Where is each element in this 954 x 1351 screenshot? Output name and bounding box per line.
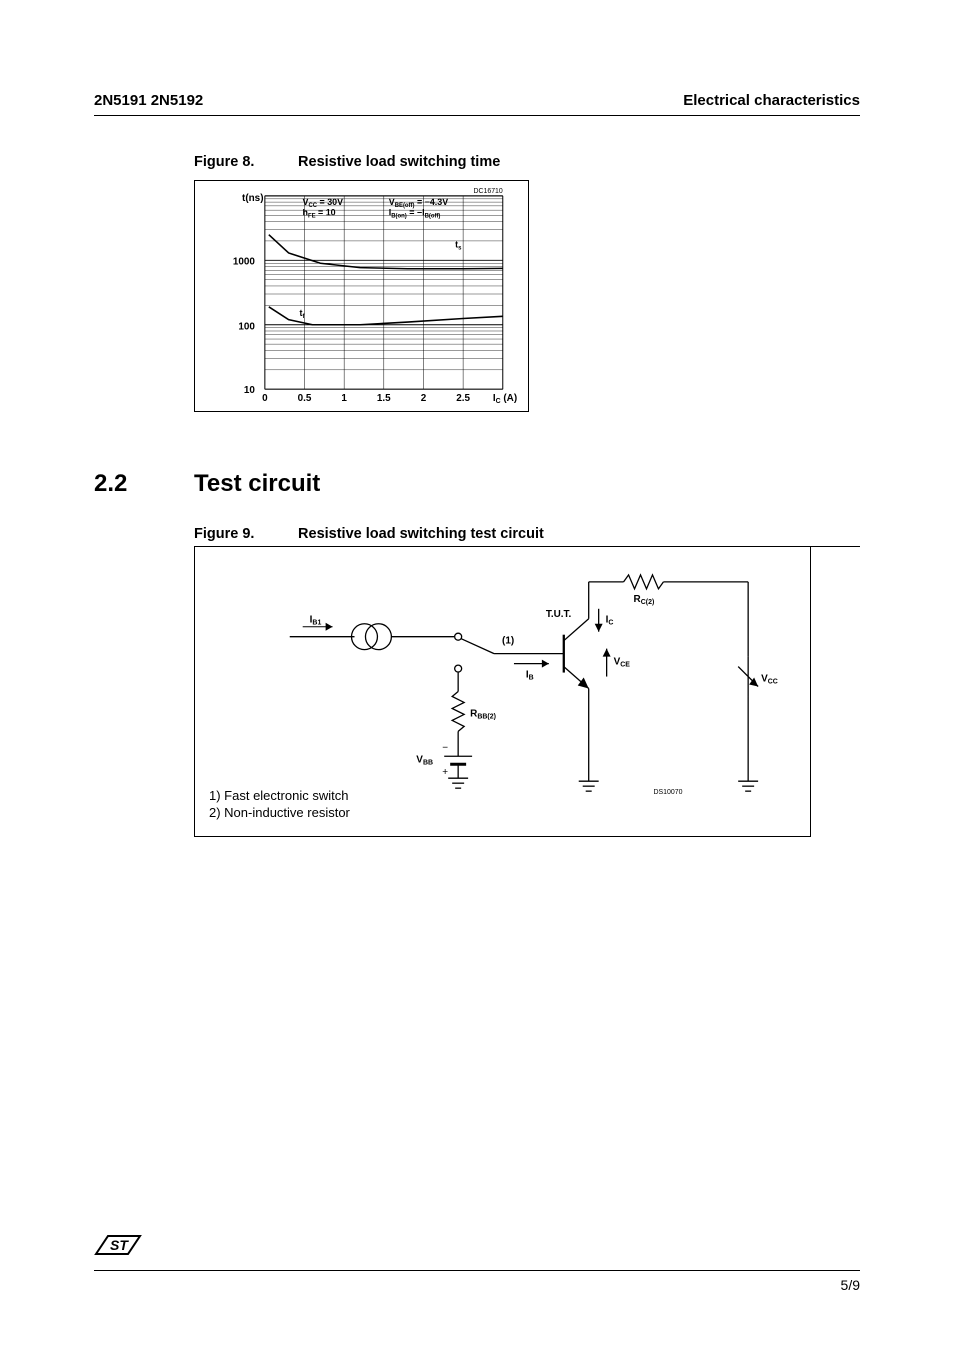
label-vce: VCE — [614, 657, 631, 669]
xtick-25: 2.5 — [456, 393, 470, 404]
figure8-caption: Figure 8. Resistive load switching time — [0, 154, 954, 170]
figure8-chart: 10 100 1000 t(ns) 0 0.5 1 1.5 2 2.5 IC (… — [194, 180, 529, 412]
xtick-05: 0.5 — [298, 393, 312, 404]
section-heading: 2.2 Test circuit — [0, 470, 954, 498]
xtick-15: 1.5 — [377, 393, 391, 404]
header-right: Electrical characteristics — [683, 92, 860, 109]
figure8-label: Figure 8. — [194, 154, 294, 170]
xtick-1: 1 — [341, 393, 347, 404]
label-minus: − — [442, 742, 448, 753]
label-rc2: RC(2) — [634, 594, 655, 606]
label-vcc: VCC — [761, 674, 778, 686]
svg-text:ST: ST — [110, 1237, 129, 1253]
page-header: 2N5191 2N5192 Electrical characteristics — [0, 0, 954, 109]
page-number: 5/9 — [841, 1277, 860, 1293]
series-tf-label: tf — [300, 308, 305, 320]
label-ib1: IB1 — [310, 615, 322, 627]
ytick-1000: 1000 — [233, 256, 256, 267]
header-left: 2N5191 2N5192 — [94, 92, 203, 109]
header-rule — [94, 115, 860, 116]
label-marker1: (1) — [502, 636, 514, 647]
annot-hfe: hFE = 10 — [303, 208, 336, 220]
ytick-100: 100 — [238, 322, 255, 333]
x-axis-label: IC (A) — [493, 393, 517, 405]
label-tut: T.U.T. — [546, 609, 572, 620]
ytick-10: 10 — [244, 385, 256, 396]
label-rbb2: RBB(2) — [470, 708, 496, 720]
section-title: Test circuit — [194, 470, 320, 498]
figure8-svg: 10 100 1000 t(ns) 0 0.5 1 1.5 2 2.5 IC (… — [195, 181, 528, 411]
st-logo: ST — [94, 1232, 142, 1265]
circuit-code: DS10070 — [653, 789, 682, 796]
section-number: 2.2 — [94, 470, 194, 498]
footer-rule — [94, 1270, 860, 1271]
note-2: 2) Non-inductive resistor — [209, 805, 350, 822]
label-vbb: VBB — [416, 754, 433, 766]
series-ts-label: ts — [455, 239, 462, 251]
label-plus: + — [442, 767, 448, 778]
figure9-circuit: IB1 T.U.T. IC VCE IB (1) RBB(2) VBB − + … — [194, 547, 811, 837]
note-1: 1) Fast electronic switch — [209, 788, 350, 805]
xtick-0: 0 — [262, 393, 268, 404]
figure8-title: Resistive load switching time — [298, 154, 500, 170]
figure9-caption: Figure 9. Resistive load switching test … — [0, 526, 954, 542]
label-ic: IC — [606, 615, 614, 627]
figure9-title: Resistive load switching test circuit — [298, 526, 544, 542]
chart-code: DC16710 — [474, 188, 503, 195]
y-axis-label: t(ns) — [242, 193, 263, 204]
figure9-notes: 1) Fast electronic switch 2) Non-inducti… — [209, 788, 350, 822]
annot-ib: IB(on) = −IB(off) — [389, 208, 441, 220]
figure9-label: Figure 9. — [194, 526, 294, 542]
label-ib: IB — [526, 670, 534, 682]
xtick-2: 2 — [421, 393, 427, 404]
